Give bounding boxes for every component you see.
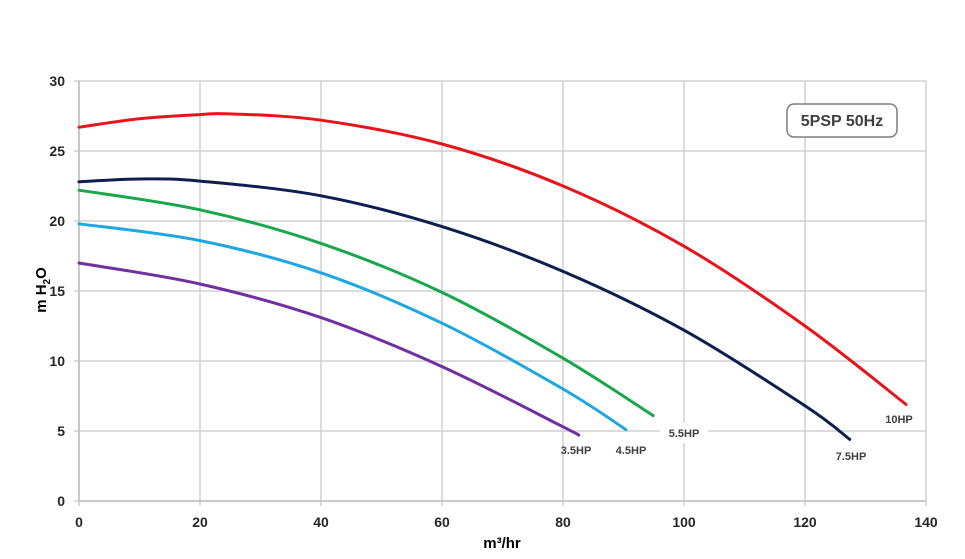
x-axis-label: m³/hr: [483, 535, 521, 552]
y-tick-label: 25: [49, 143, 65, 159]
y-tick-label: 10: [49, 353, 65, 369]
series-label: 3.5HP: [561, 445, 592, 457]
y-tick-label: 0: [57, 493, 65, 509]
label-background: [660, 423, 708, 443]
series-line-10hp: [77, 111, 908, 406]
series-line-4-5hp: [77, 222, 628, 432]
series-label: 5.5HP: [669, 428, 700, 440]
y-axis-label: m H2O: [33, 267, 53, 313]
x-tick-label: 140: [914, 514, 938, 530]
y-tick-label: 20: [49, 213, 65, 229]
x-tick-label: 120: [793, 514, 817, 530]
x-tick-label: 40: [313, 514, 329, 530]
y-tick-label: 30: [49, 73, 65, 89]
title-box: 5PSP 50Hz: [786, 103, 898, 138]
series-line-7-5hp: [77, 177, 852, 441]
x-tick-label: 60: [434, 514, 450, 530]
x-tick-label: 20: [192, 514, 208, 530]
series-label: 4.5HP: [616, 445, 647, 457]
y-tick-label: 5: [57, 423, 65, 439]
y-tick-label: 15: [49, 283, 65, 299]
x-tick-label: 100: [672, 514, 696, 530]
series-label: 7.5HP: [836, 451, 867, 463]
label-background: [875, 409, 923, 429]
series-line-3-5hp: [77, 261, 581, 437]
chart-title: 5PSP 50Hz: [801, 113, 883, 130]
series-label: 10HP: [885, 414, 913, 426]
x-tick-label: 0: [75, 514, 83, 530]
series-line-5-5hp: [77, 188, 655, 418]
x-tick-label: 80: [555, 514, 571, 530]
